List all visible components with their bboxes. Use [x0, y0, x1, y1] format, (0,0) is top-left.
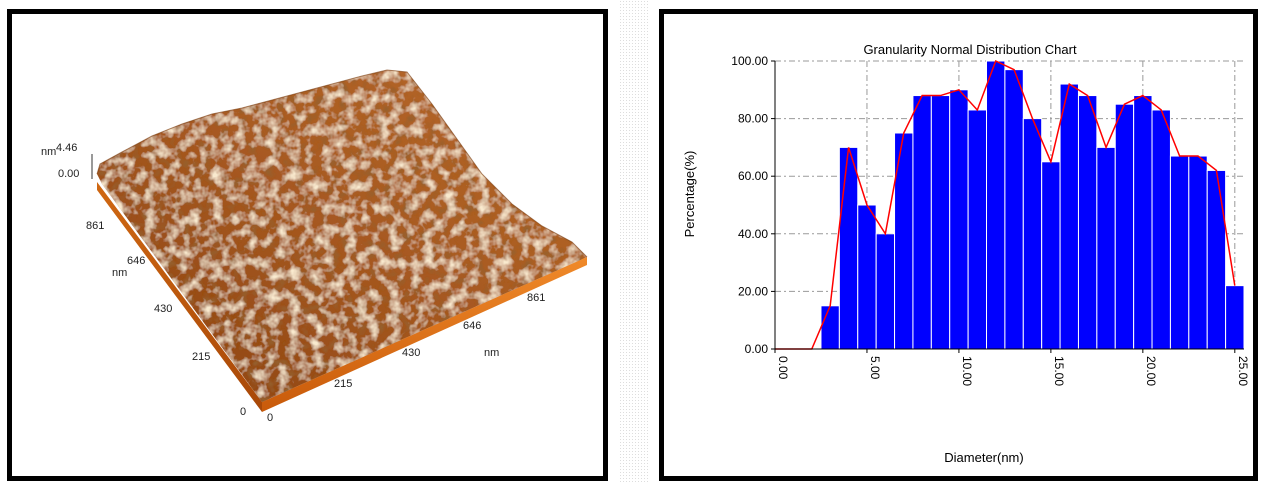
- chart-ticks: 0.00 20.00 40.00 60.00 80.00 100.00 0.00 5.00 10…: [731, 54, 1250, 386]
- afm-y-tick: 646: [127, 255, 145, 267]
- bar: [1114, 103, 1135, 350]
- x-tick-label: 0.00: [776, 356, 790, 380]
- afm-y-unit: nm: [112, 267, 127, 279]
- afm-x-tick: 0: [267, 412, 273, 424]
- bar: [967, 109, 988, 350]
- afm-y-tick: 430: [154, 303, 172, 315]
- afm-y-tick: 861: [86, 220, 104, 232]
- bar: [1206, 169, 1227, 350]
- afm-image-panel: nm 4.46 0.00 861 646 nm 430 215 0 0 215 …: [7, 9, 608, 481]
- x-tick-label: 10.00: [960, 356, 974, 386]
- chart-bars: [820, 60, 1245, 350]
- y-tick-label: 100.00: [731, 54, 768, 68]
- bar: [986, 60, 1006, 350]
- bar: [1059, 83, 1079, 350]
- bar: [857, 204, 877, 350]
- chart-title: Granularity Normal Distribution Chart: [863, 42, 1077, 57]
- bar: [875, 233, 896, 350]
- afm-z-min: 0.00: [58, 168, 79, 180]
- bar: [838, 146, 859, 350]
- x-tick-label: 20.00: [1144, 356, 1158, 386]
- y-tick-label: 40.00: [738, 227, 768, 241]
- bar: [1133, 95, 1153, 350]
- x-tick-label: 15.00: [1052, 356, 1066, 386]
- x-tick-label: 25.00: [1236, 356, 1250, 386]
- bar: [1096, 146, 1116, 350]
- granularity-chart: Granularity Normal Distribution Chart Pe…: [682, 42, 1250, 465]
- afm-x-tick: 646: [463, 320, 481, 332]
- distribution-line: [775, 59, 1236, 350]
- bar: [1041, 161, 1061, 350]
- x-tick-label: 5.00: [868, 356, 882, 380]
- bar: [820, 305, 840, 350]
- y-tick-label: 0.00: [745, 342, 769, 356]
- y-tick-label: 60.00: [738, 169, 768, 183]
- afm-x-tick: 861: [527, 292, 545, 304]
- chart-line-series: [775, 59, 1236, 350]
- bar: [1151, 109, 1171, 350]
- afm-x-tick: 430: [402, 347, 420, 359]
- afm-y-tick: 0: [240, 406, 246, 418]
- bar: [949, 89, 969, 350]
- distribution-chart-panel: Granularity Normal Distribution Chart Pe…: [659, 9, 1258, 481]
- bar: [1022, 118, 1043, 350]
- y-tick-label: 20.00: [738, 284, 768, 298]
- bar: [1077, 95, 1098, 350]
- afm-base-side: [97, 182, 262, 412]
- bar: [1225, 285, 1245, 350]
- chart-axes: [774, 61, 1244, 350]
- afm-z-max: 4.46: [56, 142, 77, 154]
- afm-surface: [97, 70, 587, 402]
- afm-z-unit: nm: [41, 146, 56, 158]
- afm-base-front: [262, 257, 587, 412]
- y-axis-label: Percentage(%): [682, 151, 697, 238]
- afm-x-unit: nm: [484, 347, 499, 359]
- afm-y-tick: 215: [192, 351, 210, 363]
- afm-surface-plot: nm 4.46 0.00 861 646 nm 430 215 0 0 215 …: [41, 69, 588, 424]
- afm-x-tick: 215: [334, 378, 352, 390]
- bar: [1188, 155, 1208, 350]
- x-axis-label: Diameter(nm): [944, 450, 1023, 465]
- bar: [930, 95, 951, 350]
- bar: [1004, 69, 1024, 350]
- y-tick-label: 80.00: [738, 112, 768, 126]
- bar: [1169, 155, 1190, 350]
- bar: [912, 95, 932, 350]
- panel-separator: [619, 0, 649, 482]
